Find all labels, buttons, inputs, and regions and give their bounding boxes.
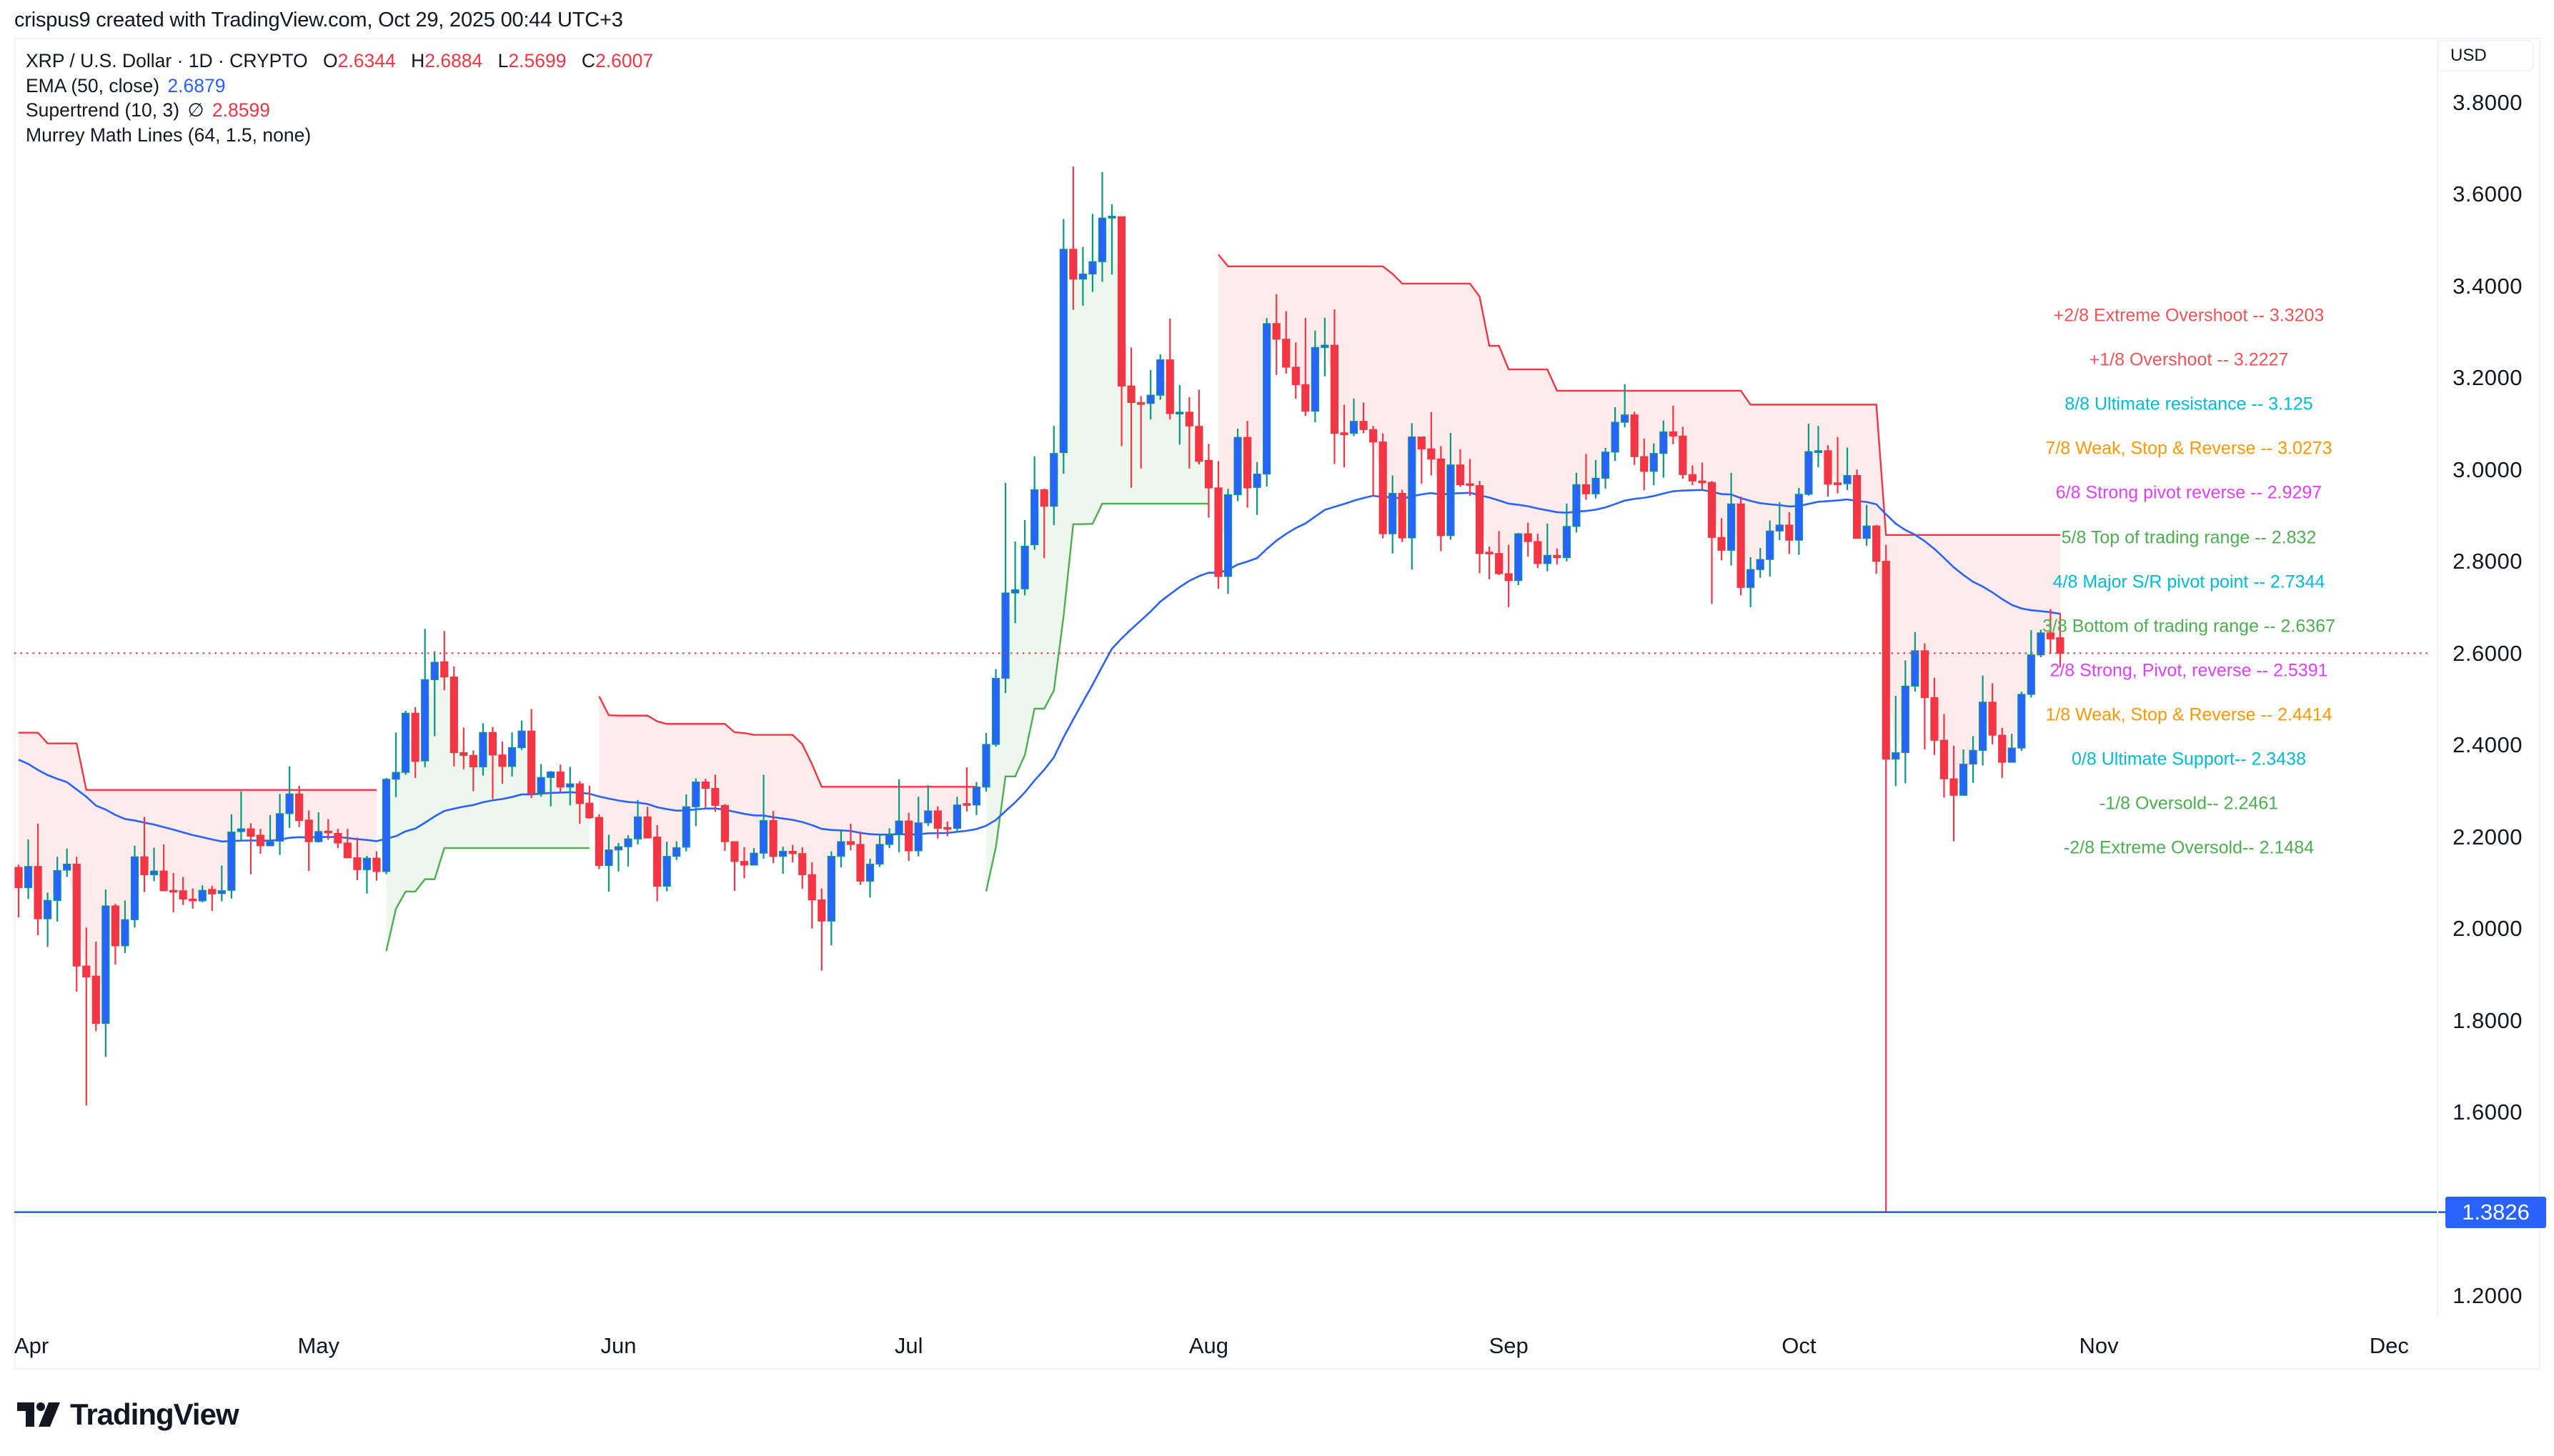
ohlc-high-label: H <box>411 50 425 71</box>
legend-supertrend-row[interactable]: Supertrend (10, 3) ∅ 2.8599 <box>26 98 653 123</box>
time-axis-label-jun: Jun <box>600 1333 637 1358</box>
murrey-level-label: +1/8 Overshoot -- 3.2227 <box>2089 349 2289 370</box>
chart-frame[interactable] <box>14 38 2540 1370</box>
currency-button[interactable]: USD <box>2438 40 2534 71</box>
time-axis-label-apr: Apr <box>14 1333 49 1358</box>
time-axis-label-nov: Nov <box>2079 1333 2119 1358</box>
ohlc-open-value: 2.6344 <box>337 50 396 71</box>
price-axis[interactable] <box>2437 38 2540 1318</box>
price-axis-label: 3.4000 <box>2453 273 2523 299</box>
ohlc-close-label: C <box>581 50 595 71</box>
horizontal-line-price-tag: 1.3826 <box>2445 1196 2546 1228</box>
ohlc-high-value: 2.6884 <box>424 50 483 71</box>
legend-symbol-row[interactable]: XRP / U.S. Dollar · 1D · CRYPTO O2.6344 … <box>26 49 653 74</box>
price-axis-label: 2.2000 <box>2453 824 2523 849</box>
murrey-level-label: 5/8 Top of trading range -- 2.832 <box>2061 527 2317 547</box>
ohlc-close-value: 2.6007 <box>595 50 654 71</box>
murrey-level-label: 8/8 Ultimate resistance -- 3.125 <box>2064 394 2313 414</box>
tradingview-logo-text: TradingView <box>70 1397 239 1431</box>
ohlc-low-value: 2.5699 <box>508 50 567 71</box>
empty-set-icon: ∅ <box>187 99 204 121</box>
price-axis-label: 3.0000 <box>2453 457 2523 482</box>
ema-value: 2.6879 <box>167 74 226 96</box>
murrey-level-label: +2/8 Extreme Overshoot -- 3.3203 <box>2053 305 2325 326</box>
murrey-label: Murrey Math Lines (64, 1.5, none) <box>26 124 312 146</box>
supertrend-label: Supertrend (10, 3) <box>26 99 180 121</box>
murrey-level-label: 0/8 Ultimate Support-- 2.3438 <box>2072 749 2306 769</box>
time-axis-label-may: May <box>297 1333 340 1358</box>
time-axis-label-jul: Jul <box>894 1333 923 1358</box>
price-axis-label: 1.2000 <box>2453 1282 2523 1308</box>
murrey-level-label: 1/8 Weak, Stop & Reverse -- 2.4414 <box>2045 704 2332 725</box>
ohlc-low-label: L <box>497 50 509 71</box>
price-axis-label: 3.8000 <box>2453 90 2523 115</box>
price-axis-label: 2.6000 <box>2453 640 2523 666</box>
ohlc-open-label: O <box>323 50 338 71</box>
chart-legend: XRP / U.S. Dollar · 1D · CRYPTO O2.6344 … <box>26 49 653 147</box>
tradingview-logo-icon <box>17 1402 60 1427</box>
supertrend-value: 2.8599 <box>212 99 270 121</box>
price-axis-label: 3.2000 <box>2453 365 2523 391</box>
time-axis-label-sep: Sep <box>1489 1333 1529 1358</box>
murrey-level-label: -1/8 Oversold-- 2.2461 <box>2099 793 2279 814</box>
murrey-level-label: 7/8 Weak, Stop & Reverse -- 3.0273 <box>2045 438 2332 459</box>
time-axis-label-dec: Dec <box>2369 1333 2409 1358</box>
price-axis-label: 2.4000 <box>2453 732 2523 758</box>
murrey-level-label: -2/8 Extreme Oversold-- 2.1484 <box>2063 837 2315 858</box>
time-axis-label-oct: Oct <box>1782 1333 1817 1358</box>
price-axis-label: 1.6000 <box>2453 1100 2523 1125</box>
murrey-level-label: 4/8 Major S/R pivot point -- 2.7344 <box>2052 572 2325 592</box>
murrey-level-label: 6/8 Strong pivot reverse -- 2.9297 <box>2055 482 2322 503</box>
tradingview-logo[interactable]: TradingView <box>17 1397 239 1431</box>
murrey-level-label: 2/8 Strong, Pivot, reverse -- 2.5391 <box>2049 660 2328 681</box>
legend-ema-row[interactable]: EMA (50, close) 2.6879 <box>26 74 653 99</box>
price-axis-label: 3.6000 <box>2453 181 2523 207</box>
murrey-level-label: 3/8 Bottom of trading range -- 2.6367 <box>2042 616 2335 637</box>
price-axis-label: 2.0000 <box>2453 916 2523 942</box>
price-axis-label: 2.8000 <box>2453 549 2523 574</box>
ema-label: EMA (50, close) <box>26 74 160 96</box>
time-axis-label-aug: Aug <box>1188 1333 1228 1358</box>
attribution-text: crispus9 created with TradingView.com, O… <box>14 9 623 31</box>
symbol-title[interactable]: XRP / U.S. Dollar · 1D · CRYPTO <box>26 50 308 71</box>
legend-murrey-row[interactable]: Murrey Math Lines (64, 1.5, none) <box>26 123 653 148</box>
price-axis-label: 1.8000 <box>2453 1007 2523 1033</box>
